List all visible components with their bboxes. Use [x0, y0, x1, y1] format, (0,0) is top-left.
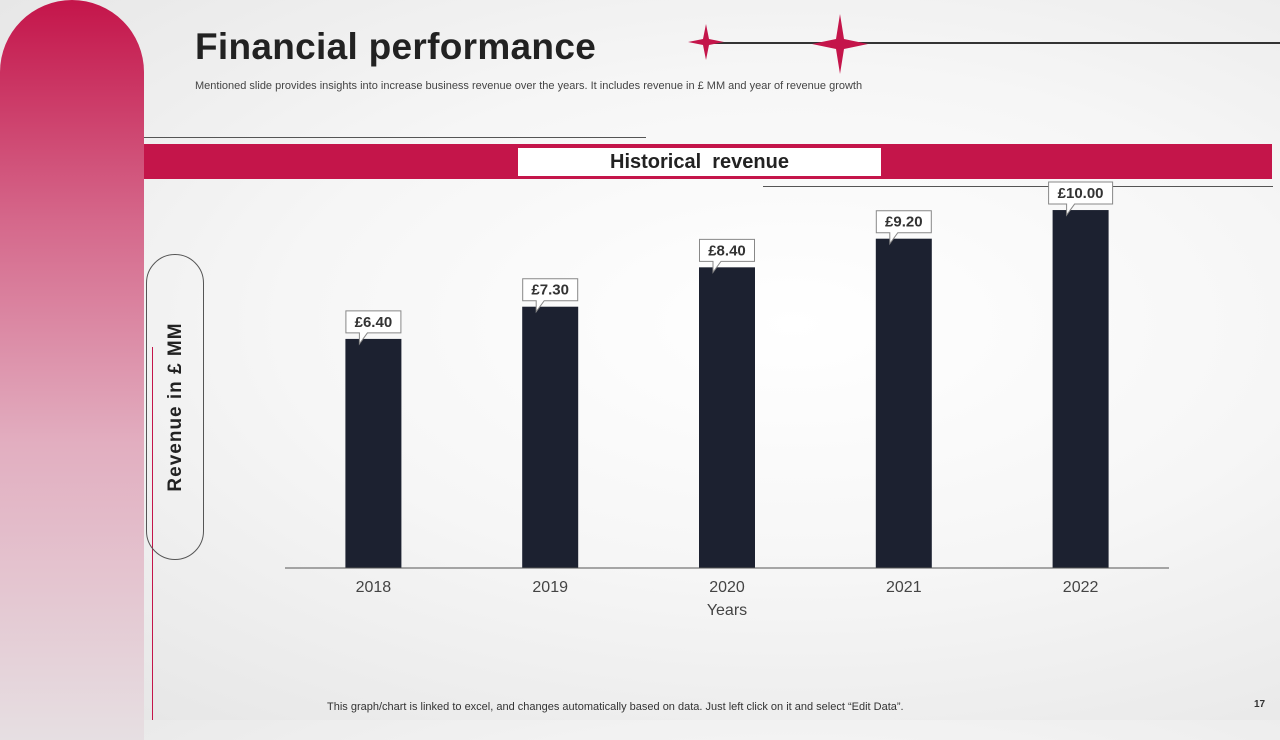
x-axis-label: Years	[707, 602, 747, 619]
x-tick-label-2021: 2021	[886, 579, 922, 596]
data-label-callout-2022	[1048, 181, 1114, 217]
bar-2022[interactable]	[1052, 210, 1109, 568]
data-label-2022: £10.00	[1058, 185, 1104, 202]
sparkle-star-small-icon	[688, 24, 724, 60]
data-label-callout-2021	[875, 210, 932, 246]
chart-title: Historical revenue	[518, 148, 881, 176]
page-title: Financial performance	[195, 26, 597, 67]
footer-note: This graph/chart is linked to excel, and…	[327, 701, 904, 713]
revenue-bar-chart[interactable]: £6.40 2018 £7.30 2019 £8.40 2020 £9.20 2021 £10.…	[0, 0, 1280, 720]
page-subtitle: Mentioned slide provides insights into i…	[195, 80, 863, 92]
bar-2020[interactable]	[699, 267, 755, 568]
data-label-2020: £8.40	[708, 242, 746, 259]
divider-line-bottom	[763, 186, 1273, 187]
x-tick-label-2019: 2019	[532, 579, 568, 596]
bar-2018[interactable]	[345, 338, 402, 568]
divider-line-top	[144, 137, 646, 138]
data-label-2019: £7.30	[531, 282, 569, 299]
decorative-side-pill	[0, 0, 144, 740]
decorative-header-line	[700, 42, 1280, 44]
bar-2019[interactable]	[522, 306, 579, 568]
data-label-callout-2019	[522, 278, 579, 314]
y-axis-label-frame	[146, 254, 204, 560]
x-tick-label-2018: 2018	[356, 579, 392, 596]
data-label-callout-2018	[345, 310, 402, 346]
sparkle-star-large-icon	[812, 14, 868, 74]
bar-2021[interactable]	[875, 238, 932, 568]
data-label-2018: £6.40	[355, 314, 393, 331]
data-label-callout-2020	[699, 238, 755, 274]
x-tick-label-2022: 2022	[1063, 579, 1099, 596]
page-number: 17	[1254, 699, 1266, 710]
data-label-2021: £9.20	[885, 214, 923, 231]
x-tick-label-2020: 2020	[709, 579, 745, 596]
